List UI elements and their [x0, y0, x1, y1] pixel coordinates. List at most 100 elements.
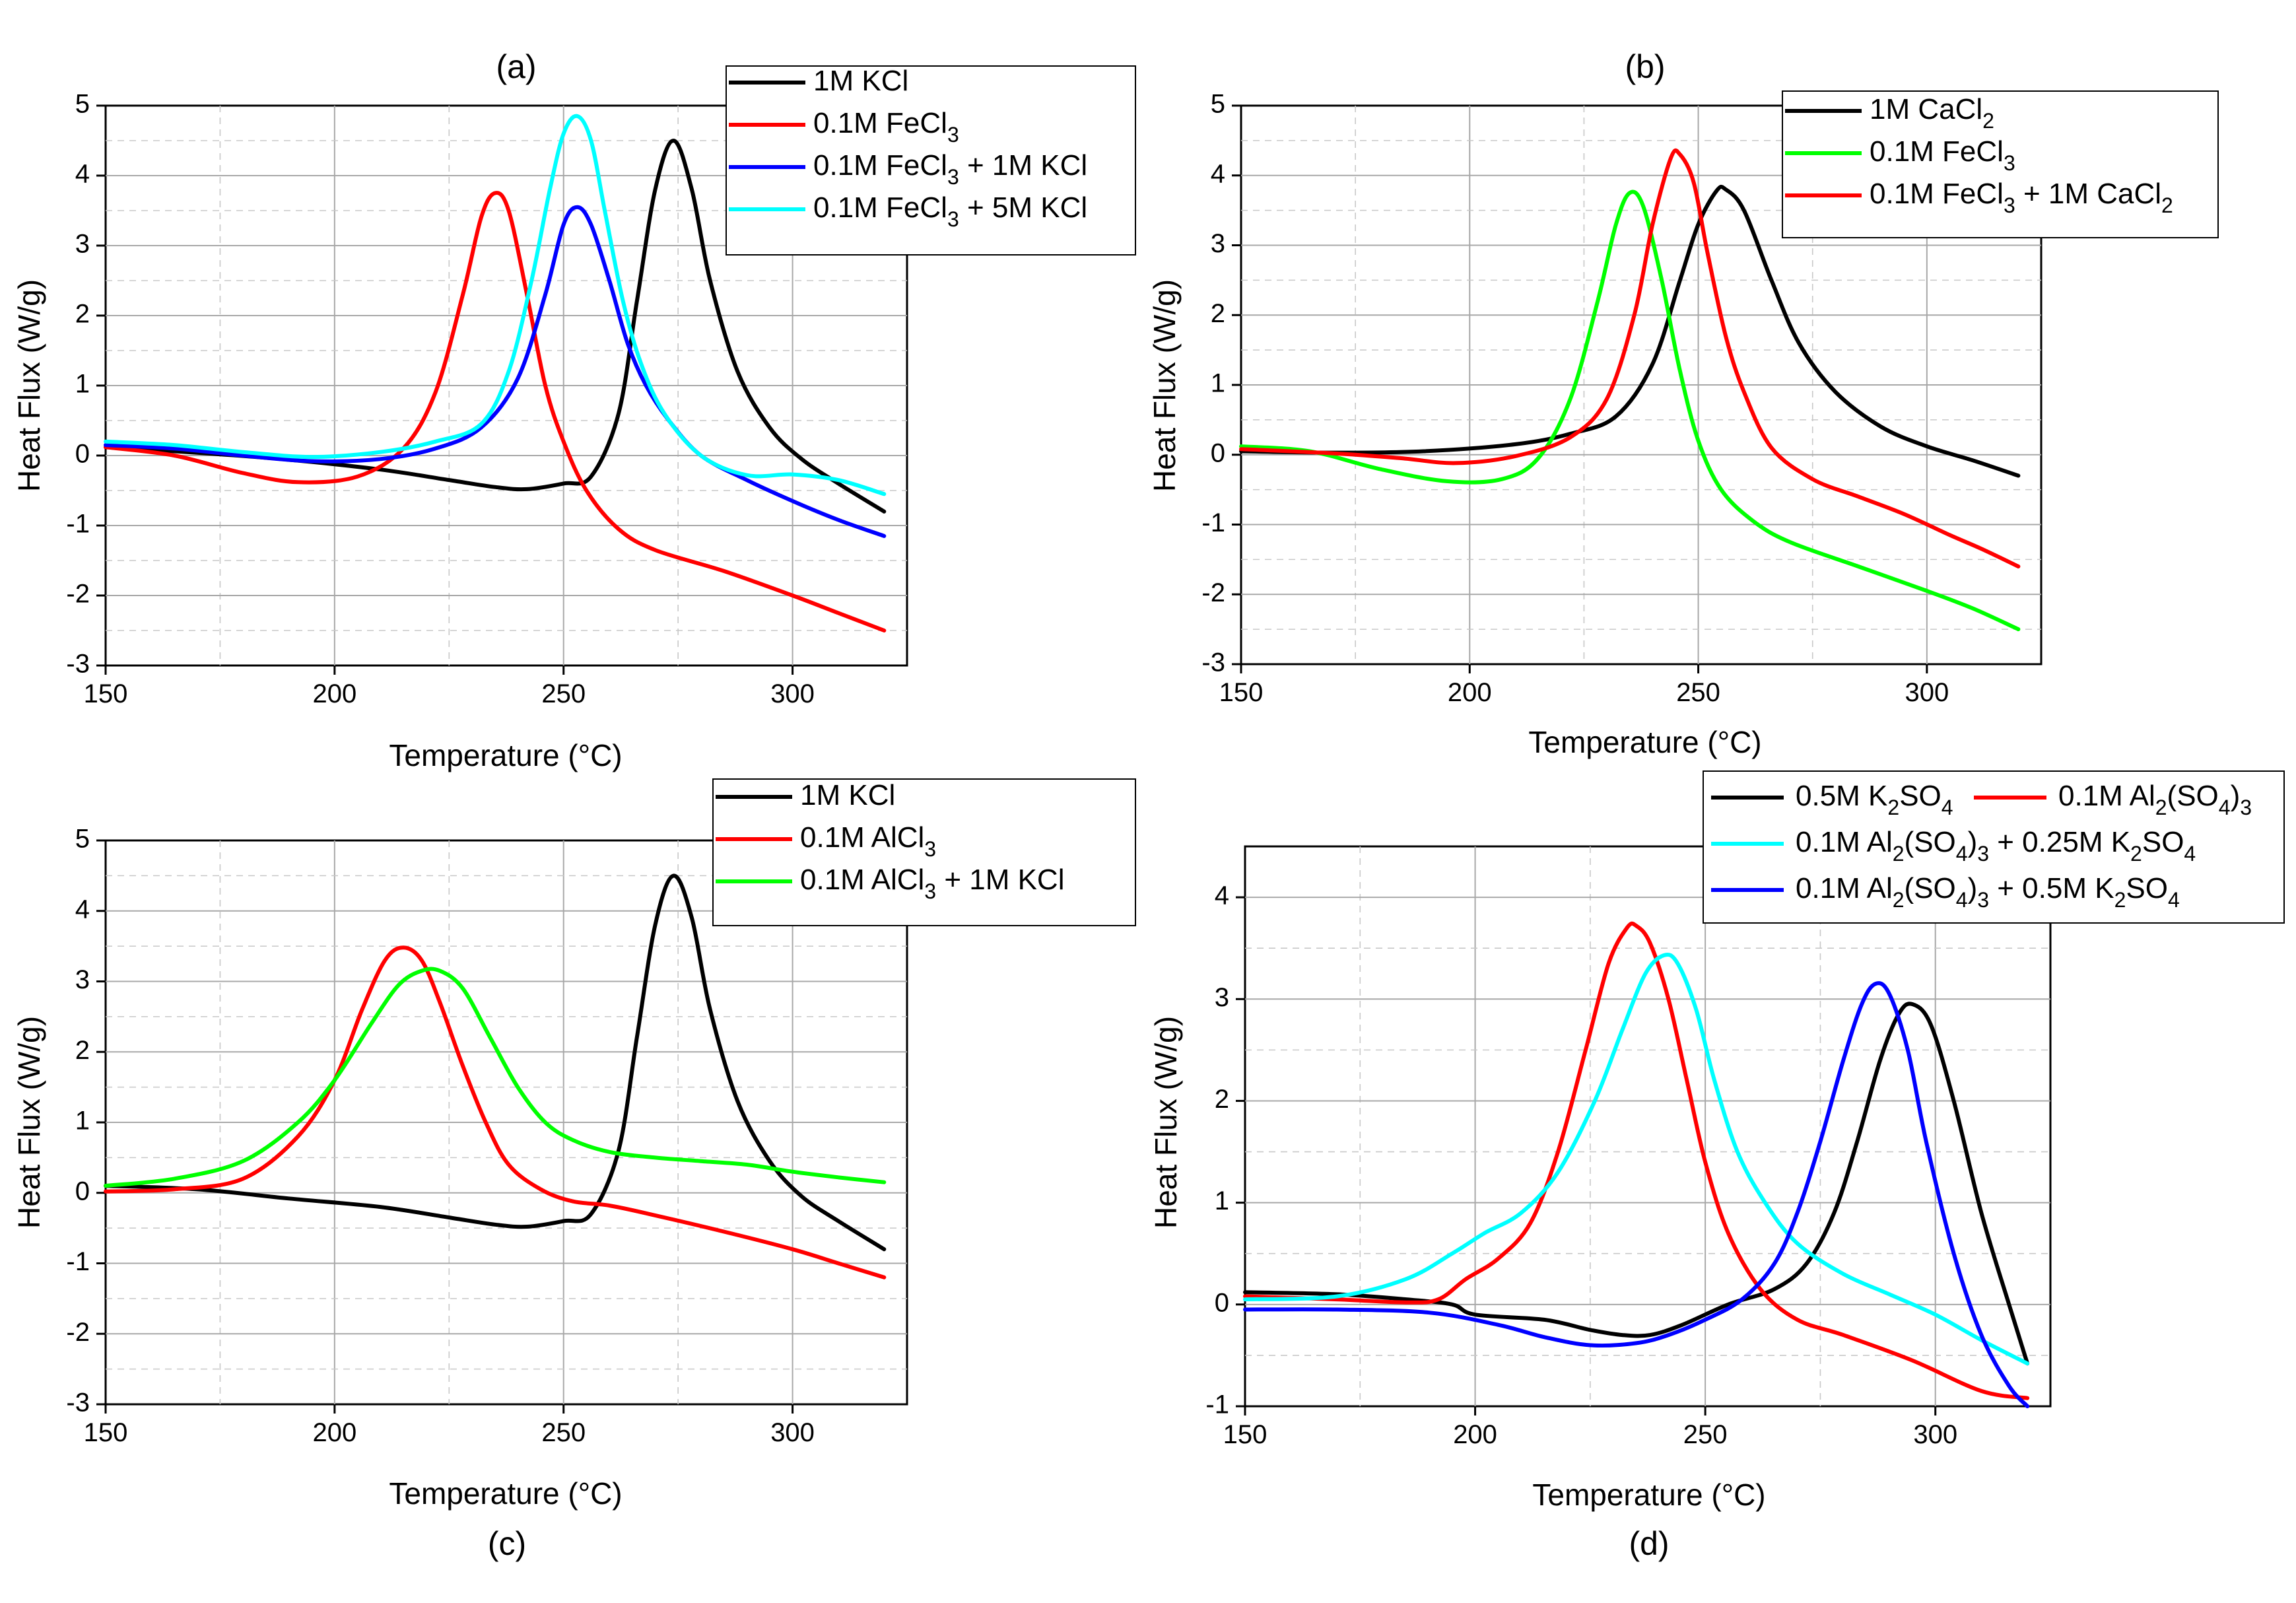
y-tick-label-b: 5 — [1211, 90, 1225, 119]
legend-label-c-0-part-0: 1M KCl — [800, 779, 895, 811]
panel-label-a: (a) — [496, 48, 536, 85]
legend-label-d-3-part-0: 0.1M Al — [1796, 872, 1893, 904]
series-line-d-2 — [1243, 952, 2030, 1366]
y-tick-label-d: 4 — [1215, 881, 1229, 910]
y-tick-label-c: 1 — [75, 1107, 90, 1136]
y-tick-label-c: 3 — [75, 965, 90, 994]
y-tick-label-a: -2 — [66, 580, 90, 609]
plot-frame-d — [1244, 845, 2052, 1408]
legend-label-a-3-part-0: 0.1M FeCl — [813, 191, 947, 224]
series-line-d-0 — [1243, 1002, 2030, 1366]
series-line-a-1 — [104, 191, 887, 632]
legend-label-d-3-part-3: 4 — [1956, 888, 1968, 912]
series-line-b-2 — [1239, 148, 2021, 568]
chart-panel-c: 150 200 250 300 -3 -2 -1 0 1 2 3 4 5 Temperature (°C)… — [12, 778, 1136, 1562]
y-axis-title-d: Heat Flux (W/g) — [1149, 1016, 1183, 1229]
legend-label-a-3-part-2: + 5M KCl — [959, 191, 1087, 224]
legend-label-d-0-part-0: 0.5M K — [1796, 780, 1887, 812]
x-tick-label-b: 200 — [1448, 678, 1492, 707]
legend-label-c-1: 0.1M AlCl3 — [800, 821, 936, 862]
legend-label-d-2-part-7: 2 — [2130, 842, 2142, 866]
y-tick-label-b: 3 — [1211, 229, 1225, 258]
legend-label-d-0: 0.5M K2SO4 — [1796, 780, 1953, 820]
y-tick-label-a: 4 — [75, 160, 90, 189]
series-line-b-0 — [1239, 184, 2021, 478]
y-tick-label-b: -1 — [1201, 508, 1225, 537]
legend-label-d-3-part-1: 2 — [1893, 888, 1905, 912]
legend-label-d-1-part-5: 3 — [2240, 796, 2252, 819]
legend-label-d-2-part-3: 4 — [1956, 842, 1968, 866]
legend-label-d-2: 0.1M Al2(SO4)3 + 0.25M K2SO4 — [1796, 826, 2196, 866]
x-axis-title-d: Temperature (°C) — [1532, 1478, 1765, 1512]
x-tick-label-d: 150 — [1223, 1420, 1267, 1449]
legend-box-b — [1782, 90, 2219, 238]
legend-label-d-2-part-5: 3 — [1977, 842, 1989, 866]
legend-label-b-2-part-0: 0.1M FeCl — [1870, 178, 2004, 210]
legend-label-c-1-part-0: 0.1M AlCl — [800, 821, 924, 854]
y-tick-label-c: 5 — [75, 825, 90, 854]
chart-panel-a: 150 200 250 300 -3 -2 -1 0 1 2 3 4 5 Temperature (°C)… — [12, 48, 1136, 772]
legend-label-d-3-part-6: + 0.5M K — [1989, 872, 2114, 904]
y-tick-label-b: -3 — [1201, 648, 1225, 677]
legend-label-b-2-part-1: 3 — [2004, 193, 2015, 217]
y-tick-label-b: -2 — [1201, 578, 1225, 607]
legend-label-d-2-part-9: 4 — [2184, 842, 2196, 866]
y-tick-label-a: -1 — [66, 510, 90, 539]
legend-label-a-2-part-1: 3 — [947, 165, 959, 189]
series-line-b-1 — [1239, 189, 2021, 632]
x-tick-label-d: 200 — [1453, 1420, 1497, 1449]
series-line-c-0 — [104, 873, 887, 1252]
legend-label-a-1: 0.1M FeCl3 — [813, 107, 959, 147]
y-tick-label-c: 2 — [75, 1036, 90, 1065]
y-tick-label-c: -3 — [66, 1388, 90, 1417]
x-tick-label-a: 300 — [770, 679, 815, 708]
legend-label-b-0-part-0: 1M CaCl — [1870, 93, 1982, 125]
legend-label-c-2-part-2: + 1M KCl — [936, 864, 1064, 896]
series-line-d-1 — [1243, 921, 2030, 1400]
series-line-c-2 — [104, 967, 887, 1188]
y-tick-label-a: 5 — [75, 90, 90, 119]
legend-label-a-2: 0.1M FeCl3 + 1M KCl — [813, 149, 1087, 189]
legend-label-d-2-part-0: 0.1M Al — [1796, 826, 1893, 858]
x-tick-label-c: 250 — [541, 1418, 586, 1447]
y-tick-label-a: 0 — [75, 440, 90, 469]
legend-label-d-1-part-4: ) — [2231, 780, 2241, 812]
legend-label-a-3: 0.1M FeCl3 + 5M KCl — [813, 191, 1087, 232]
y-tick-label-b: 1 — [1211, 369, 1225, 398]
y-axis-title-a: Heat Flux (W/g) — [12, 279, 46, 492]
y-tick-label-b: 0 — [1211, 438, 1225, 467]
x-tick-label-c: 150 — [84, 1418, 128, 1447]
legend-d: 0.5M K2SO4 0.1M Al2(SO4)30.1M Al2(SO4)3 +… — [1703, 770, 2285, 924]
legend-label-d-3: 0.1M Al2(SO4)3 + 0.5M K2SO4 — [1796, 872, 2180, 912]
legend-label-b-0-part-1: 2 — [1982, 109, 1994, 133]
legend-label-d-0-part-3: 4 — [1941, 796, 1953, 819]
y-tick-label-b: 4 — [1211, 159, 1225, 188]
legend-label-d-1-part-3: 4 — [2219, 796, 2231, 819]
legend-label-b-1: 0.1M FeCl3 — [1870, 135, 2015, 176]
legend-label-d-2-part-8: SO — [2142, 826, 2184, 858]
y-axis-title-c: Heat Flux (W/g) — [12, 1016, 46, 1229]
y-tick-label-d: 3 — [1215, 983, 1229, 1012]
y-tick-label-c: -2 — [66, 1318, 90, 1347]
x-tick-label-a: 250 — [541, 679, 586, 708]
legend-label-a-1-part-1: 3 — [947, 123, 959, 147]
legend-label-d-1-part-0: 0.1M Al — [2058, 780, 2155, 812]
legend-label-d-3-part-8: SO — [2126, 872, 2168, 904]
legend-label-d-0-part-2: SO — [1899, 780, 1941, 812]
legend-label-d-2-part-6: + 0.25M K — [1989, 826, 2130, 858]
legend-label-b-0: 1M CaCl2 — [1870, 93, 1994, 133]
series-line-a-3 — [104, 114, 887, 496]
x-tick-label-a: 150 — [84, 679, 128, 708]
legend-label-c-1-part-1: 3 — [924, 837, 936, 861]
x-axis-title-a: Temperature (°C) — [389, 738, 622, 772]
legend-label-d-3-part-7: 2 — [2114, 888, 2126, 912]
y-tick-label-a: 1 — [75, 370, 90, 399]
legend-label-d-2-part-1: 2 — [1893, 842, 1905, 866]
legend-label-c-2: 0.1M AlCl3 + 1M KCl — [800, 864, 1064, 904]
legend-label-c-2-part-0: 0.1M AlCl — [800, 864, 924, 896]
